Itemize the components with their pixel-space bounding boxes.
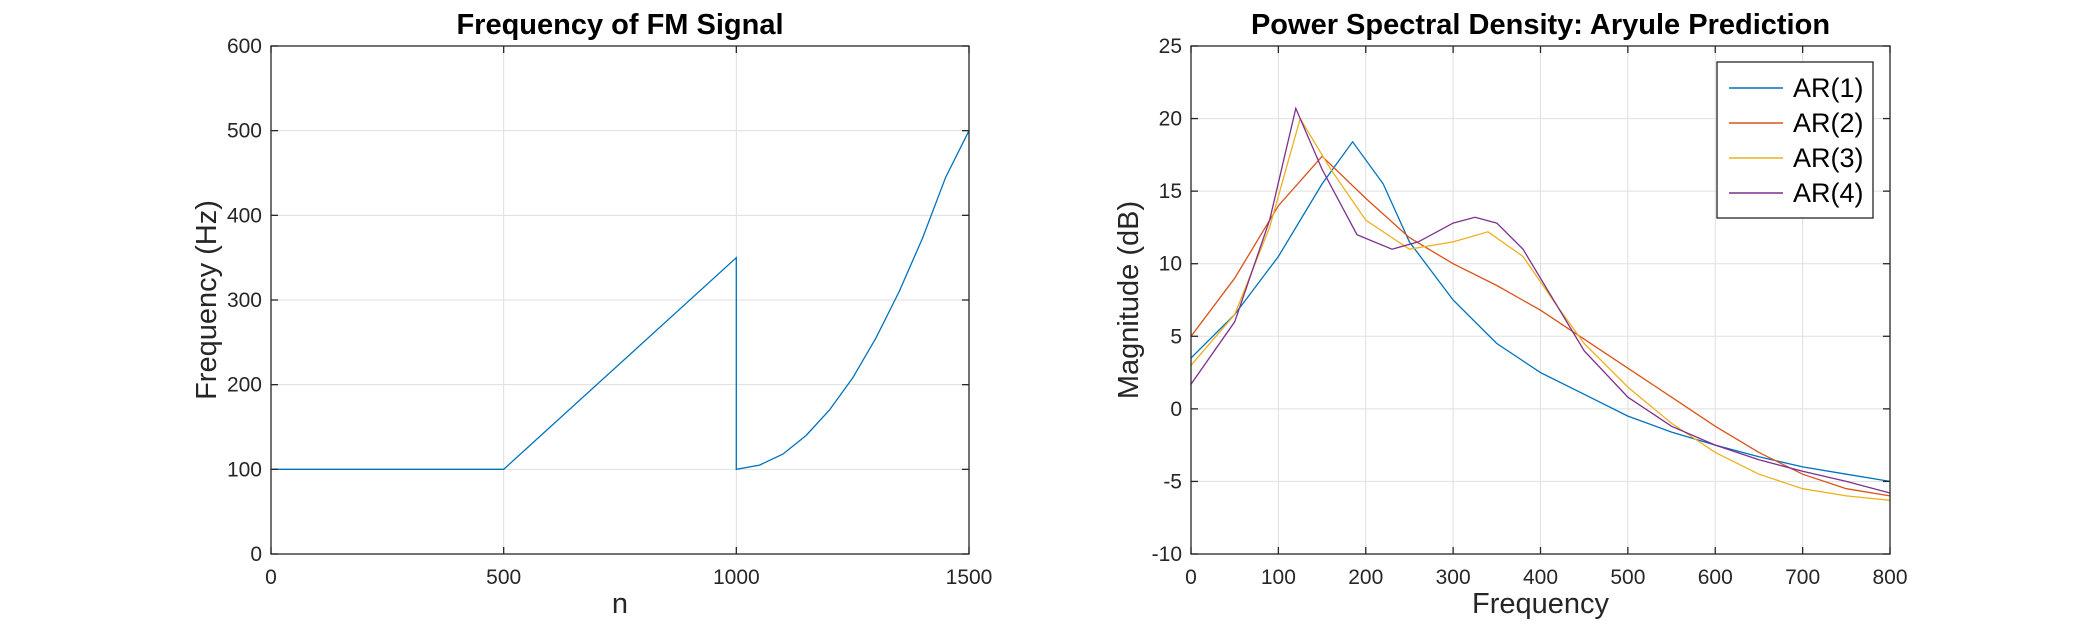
- x-tick-label: 500: [1610, 566, 1645, 589]
- y-tick-label: -10: [1152, 543, 1182, 566]
- y-tick-label: -5: [1163, 470, 1182, 493]
- legend-label: AR(2): [1793, 108, 1864, 138]
- chart-1: 0 500 1000 1500 0 100 200 300 400 500 600 Frequency…: [191, 9, 992, 620]
- x-tick-label: 300: [1436, 566, 1471, 589]
- legend-label: AR(3): [1793, 143, 1864, 173]
- chart-2: 0 100 200 300 400 500 600 700 800 -10 -5 0 5 10 15 20 25…: [1113, 9, 1908, 620]
- y-tick-label: 200: [227, 374, 262, 397]
- y-tick-label: 500: [227, 120, 262, 143]
- x-axis-label: Frequency: [1472, 588, 1610, 620]
- x-tick-label: 500: [486, 566, 521, 589]
- y-tick-label: 100: [227, 458, 262, 481]
- x-tick-label: 0: [1185, 566, 1197, 589]
- y-tick-label: 5: [1170, 325, 1182, 348]
- y-axis-label: Frequency (Hz): [191, 200, 223, 400]
- x-tick-label: 0: [265, 566, 277, 589]
- y-tick-label: 15: [1159, 180, 1182, 203]
- legend-label: AR(1): [1793, 73, 1864, 103]
- x-tick-label: 200: [1348, 566, 1383, 589]
- x-tick-label: 600: [1698, 566, 1733, 589]
- x-axis-label: n: [612, 588, 628, 620]
- x-tick-label: 800: [1872, 566, 1907, 589]
- y-tick-label: 20: [1159, 108, 1182, 131]
- x-tick-label: 1000: [713, 566, 760, 589]
- series-line-1: [271, 130, 969, 471]
- y-tick-label: 25: [1159, 35, 1182, 58]
- x-tick-label: 100: [1261, 566, 1296, 589]
- x-tick-label: 700: [1785, 566, 1820, 589]
- y-tick-label: 10: [1159, 253, 1182, 276]
- x-tick-label: 1500: [946, 566, 993, 589]
- chart-title: Power Spectral Density: Aryule Predictio…: [1251, 9, 1830, 41]
- y-axis-label: Magnitude (dB): [1113, 201, 1145, 399]
- chart-title: Frequency of FM Signal: [456, 9, 783, 41]
- y-tick-label: 300: [227, 289, 262, 312]
- y-tick-label: 0: [250, 543, 262, 566]
- x-tick-label: 400: [1523, 566, 1558, 589]
- series-line-ar4: [1191, 106, 1890, 494]
- y-tick-label: 600: [227, 35, 262, 58]
- y-tick-label: 0: [1170, 398, 1182, 421]
- series-line-ar2: [1191, 155, 1890, 497]
- series-line-ar1: [1191, 140, 1890, 483]
- y-tick-label: 400: [227, 204, 262, 227]
- legend: AR(1) AR(2) AR(3) AR(4): [1716, 61, 1874, 219]
- legend-label: AR(4): [1793, 178, 1864, 208]
